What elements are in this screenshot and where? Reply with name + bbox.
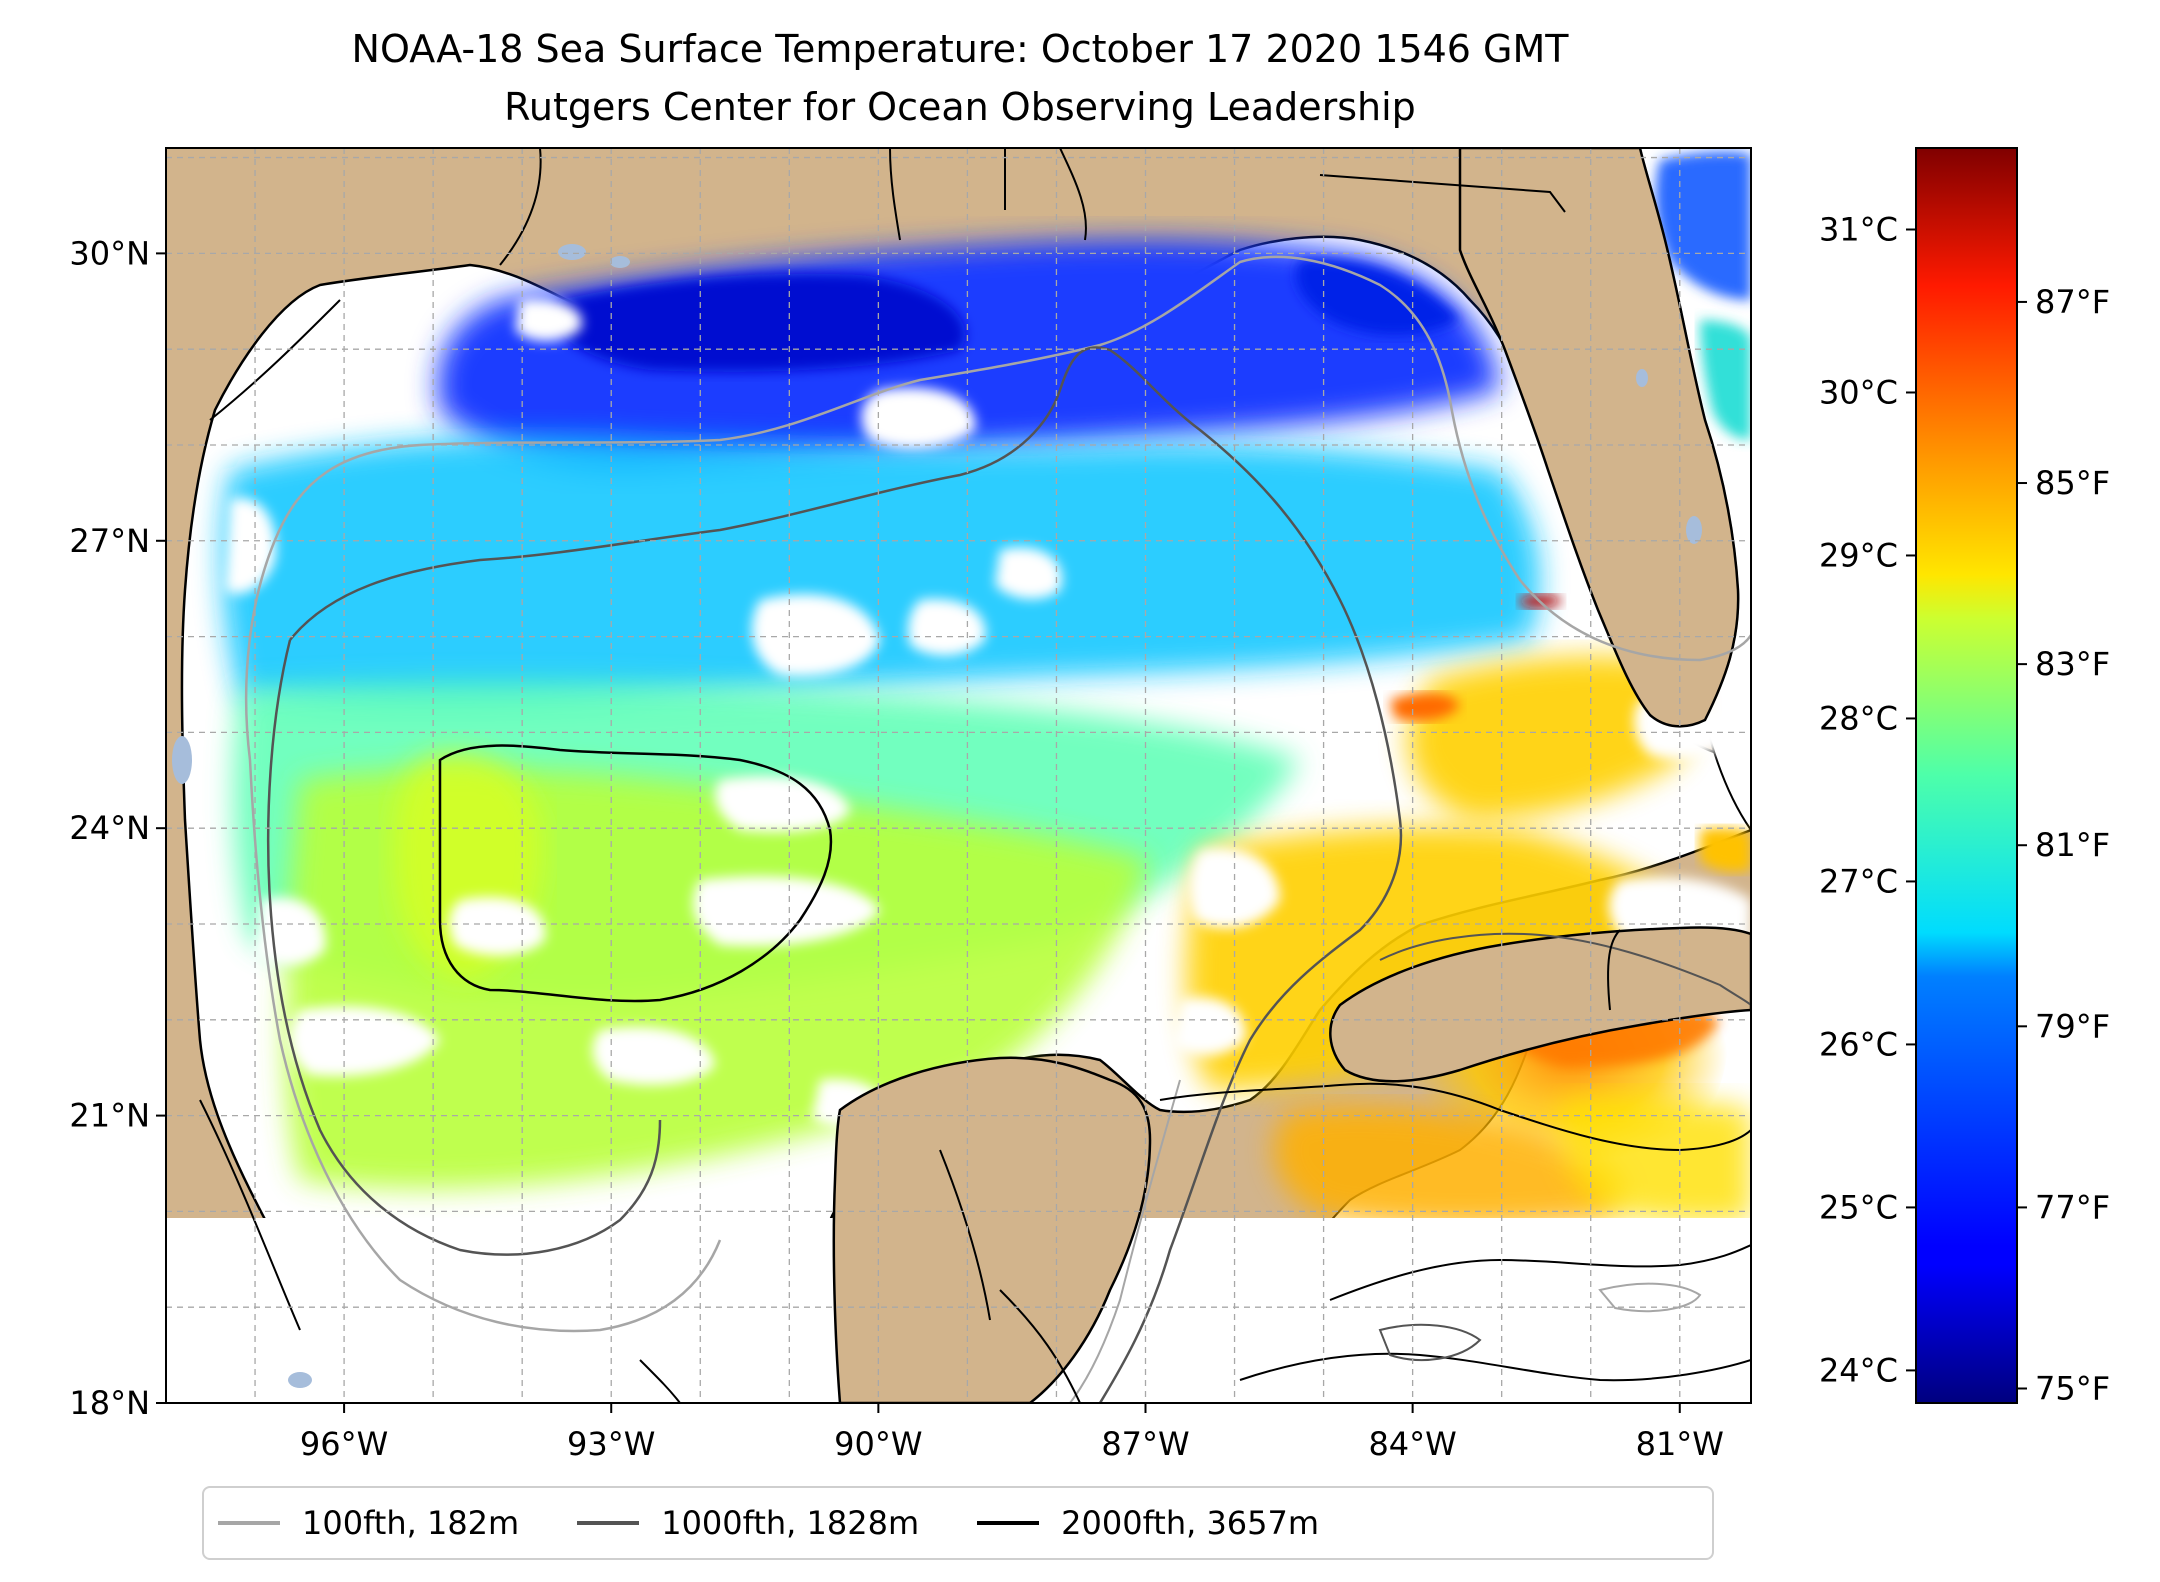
celsius-tick-label: 26°C	[1819, 1025, 1898, 1063]
fahrenheit-tick-label: 87°F	[2035, 283, 2110, 321]
lon-tick-label: 84°W	[1368, 1425, 1456, 1463]
lon-tick-label: 81°W	[1636, 1425, 1724, 1463]
celsius-tick-label: 25°C	[1819, 1188, 1898, 1226]
yucatan-land	[832, 1056, 1152, 1403]
cuba-land	[1329, 926, 1751, 1083]
lat-tick-label: 27°N	[69, 522, 150, 560]
lat-tick-label: 18°N	[69, 1384, 150, 1422]
legend: 100fth, 182m 1000fth, 1828m 2000fth, 365…	[202, 1486, 1714, 1560]
contour-1000fth	[289, 346, 1403, 1403]
fahrenheit-tick-label: 85°F	[2035, 464, 2110, 502]
celsius-tick-label: 30°C	[1819, 373, 1898, 411]
colorbar-ticks: 24°C 25°C 26°C 27°C 28°C 29°C 30°C 31°C 75°F 77°F…	[1819, 210, 2110, 1407]
lon-tick-label: 87°W	[1101, 1425, 1189, 1463]
chart-title: NOAA-18 Sea Surface Temperature: October…	[351, 27, 1569, 71]
state-borders	[199, 148, 1621, 1403]
celsius-tick-label: 27°C	[1819, 862, 1898, 900]
axis-ticks: 96°W 93°W 90°W 87°W 84°W 81°W 18°N 21°N 24°N 27°N…	[69, 234, 1724, 1463]
fahrenheit-tick-label: 79°F	[2035, 1007, 2110, 1045]
legend-label: 100fth, 182m	[302, 1504, 520, 1542]
lon-tick-label: 96°W	[300, 1425, 388, 1463]
contour-100fth	[273, 255, 1751, 662]
fahrenheit-tick-label: 83°F	[2035, 645, 2110, 683]
colorbar	[1915, 147, 2018, 1404]
lat-tick-label: 21°N	[69, 1097, 150, 1135]
legend-item-1000fth: 1000fth, 1828m	[577, 1504, 919, 1542]
legend-swatch	[977, 1521, 1040, 1525]
celsius-tick-label: 31°C	[1819, 210, 1898, 248]
map-frame	[165, 147, 1752, 1404]
inland-water	[172, 244, 1702, 1388]
celsius-tick-label: 29°C	[1819, 536, 1898, 574]
legend-swatch	[218, 1521, 280, 1525]
fahrenheit-tick-label: 77°F	[2035, 1188, 2110, 1226]
lon-tick-label: 93°W	[567, 1425, 655, 1463]
lat-tick-label: 30°N	[69, 234, 150, 272]
chart-subtitle: Rutgers Center for Ocean Observing Leade…	[504, 85, 1416, 129]
map-content	[166, 148, 1751, 1403]
fahrenheit-tick-label: 75°F	[2035, 1370, 2110, 1408]
gridlines	[166, 148, 1751, 1403]
legend-item-2000fth: 2000fth, 3657m	[977, 1504, 1319, 1542]
depth-contours	[244, 255, 1751, 1403]
lat-tick-label: 24°N	[69, 809, 150, 847]
legend-label: 1000fth, 1828m	[661, 1504, 920, 1542]
legend-swatch	[577, 1521, 640, 1525]
lon-tick-label: 90°W	[834, 1425, 922, 1463]
florida-land	[1458, 148, 1740, 728]
celsius-tick-label: 24°C	[1819, 1351, 1898, 1389]
fahrenheit-tick-label: 81°F	[2035, 826, 2110, 864]
legend-item-100fth: 100fth, 182m	[218, 1504, 519, 1542]
legend-label: 2000fth, 3657m	[1061, 1504, 1320, 1542]
celsius-tick-label: 28°C	[1819, 699, 1898, 737]
